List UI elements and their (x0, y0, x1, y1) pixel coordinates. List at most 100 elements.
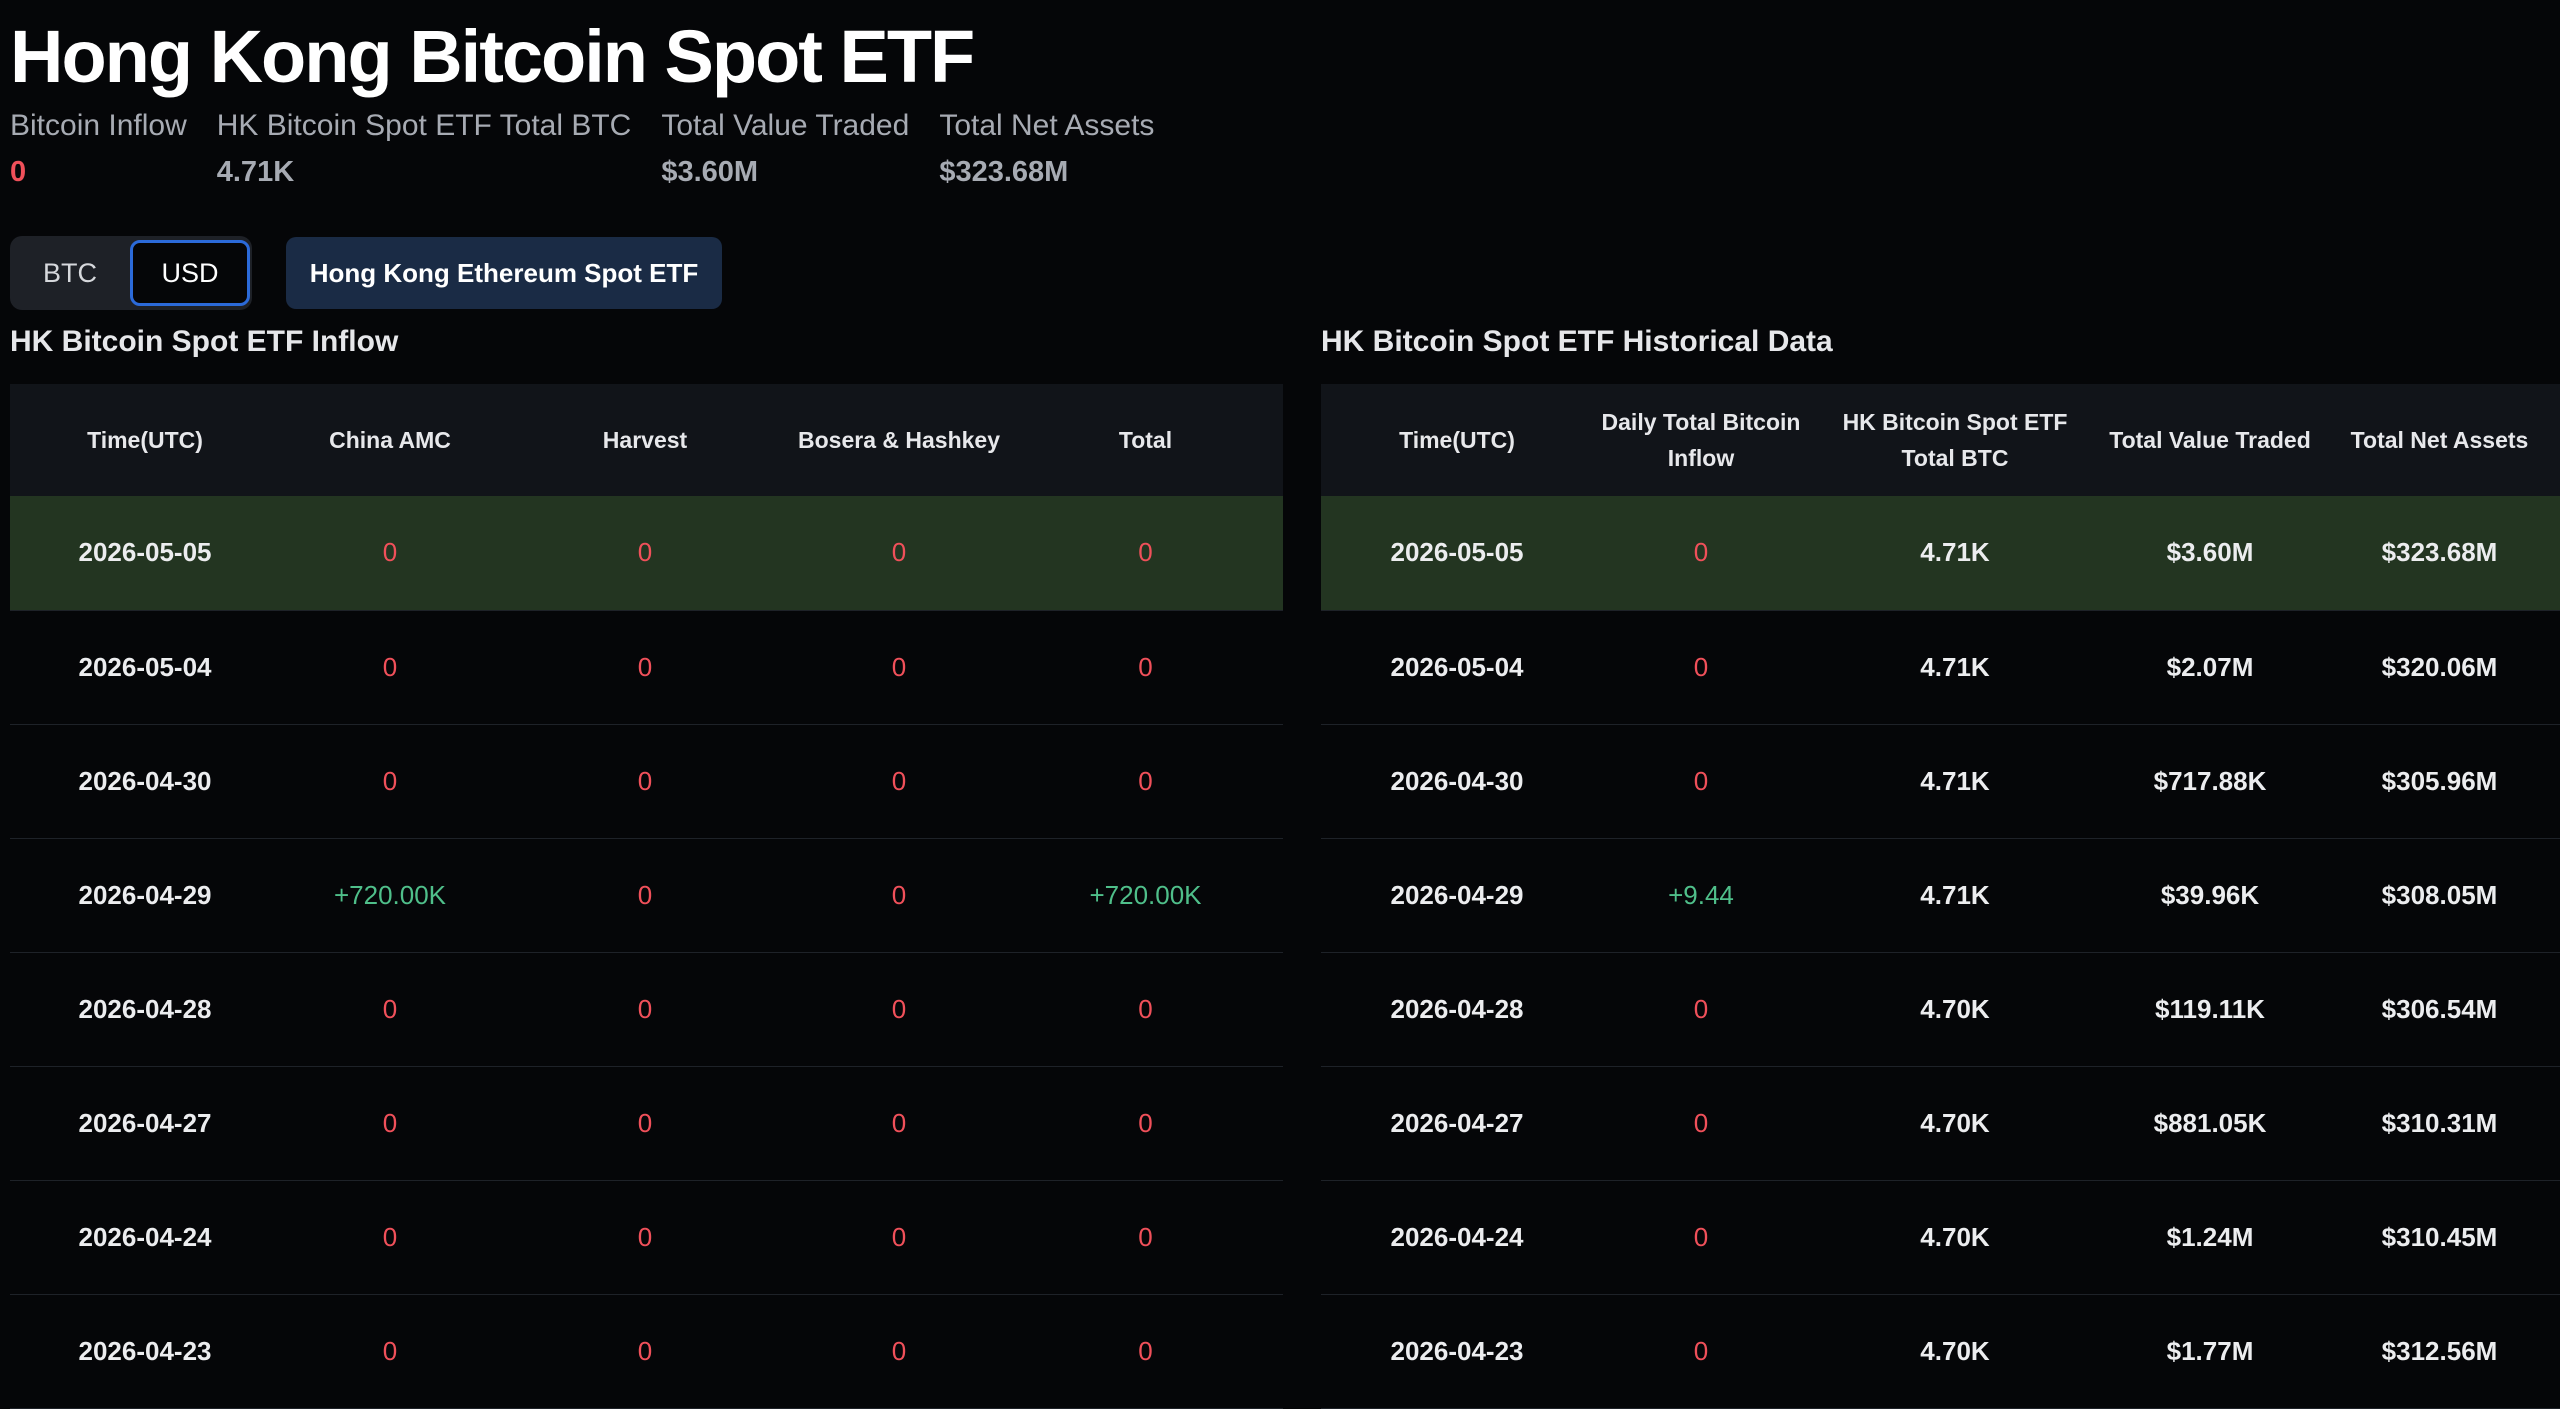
ethereum-etf-button[interactable]: Hong Kong Ethereum Spot ETF (286, 237, 722, 309)
table-header-row: Time(UTC) China AMC Harvest Bosera & Hashke… (10, 384, 1283, 496)
value-cell: 0 (637, 1335, 653, 1366)
value-cell: 0 (891, 1107, 907, 1138)
date-cell: 2026-04-24 (1390, 1221, 1524, 1252)
value-cell: 0 (1693, 537, 1709, 568)
value-cell: +720.00K (1089, 879, 1202, 910)
value-cell: 0 (891, 1335, 907, 1366)
value-cell: 0 (891, 1221, 907, 1252)
table-row[interactable]: 2026-04-28 0 0 0 0 (10, 952, 1283, 1066)
unit-toggle: BTC USD (10, 236, 252, 310)
value-cell: 0 (891, 537, 907, 568)
value-cell: +9.44 (1668, 879, 1734, 910)
column-header: Total (1118, 427, 1173, 453)
value-cell: 0 (1693, 1107, 1709, 1138)
value-cell: $39.96K (2160, 879, 2260, 910)
value-cell: 0 (637, 1221, 653, 1252)
date-cell: 2026-05-05 (1390, 537, 1524, 568)
value-cell: 4.71K (1920, 537, 1990, 568)
table-row[interactable]: 2026-05-05 0 4.71K $3.60M $323.68M (1321, 496, 2560, 610)
value-cell: 4.70K (1920, 1221, 1990, 1252)
table-row[interactable]: 2026-05-05 0 0 0 0 (10, 496, 1283, 610)
stat-value: $3.60M (661, 156, 759, 188)
value-cell: 0 (637, 651, 653, 682)
value-cell: 0 (1138, 1335, 1153, 1366)
date-cell: 2026-05-04 (78, 651, 212, 682)
value-cell: $310.45M (2381, 1221, 2498, 1252)
table-row[interactable]: 2026-04-27 0 4.70K $881.05K $310.31M (1321, 1066, 2560, 1180)
stat-total-net-assets: Total Net Assets $323.68M (939, 106, 1154, 194)
inflow-table: Time(UTC) China AMC Harvest Bosera & Hashke… (10, 384, 1283, 1409)
date-cell: 2026-04-27 (78, 1107, 212, 1138)
table-row[interactable]: 2026-05-04 0 4.71K $2.07M $320.06M (1321, 610, 2560, 724)
value-cell: 0 (382, 537, 398, 568)
stat-bitcoin-inflow: Bitcoin Inflow 0 (10, 106, 187, 194)
value-cell: 0 (382, 1335, 398, 1366)
stat-label: HK Bitcoin Spot ETF Total BTC (216, 109, 632, 142)
value-cell: 0 (1693, 651, 1709, 682)
table-row[interactable]: 2026-04-27 0 0 0 0 (10, 1066, 1283, 1180)
value-cell: $308.05M (2381, 879, 2498, 910)
value-cell: +720.00K (333, 879, 447, 910)
column-header: China AMC (329, 427, 451, 453)
value-cell: $305.96M (2381, 765, 2498, 796)
date-cell: 2026-05-04 (1390, 651, 1524, 682)
value-cell: 4.70K (1920, 1107, 1990, 1138)
table-row[interactable]: 2026-04-30 0 0 0 0 (10, 724, 1283, 838)
table-row[interactable]: 2026-04-23 0 0 0 0 (10, 1294, 1283, 1408)
historical-table-container: Time(UTC) Daily Total Bitcoin Inflow HK Bi… (1321, 384, 2560, 1409)
table-row[interactable]: 2026-04-30 0 4.71K $717.88K $305.96M (1321, 724, 2560, 838)
value-cell: 4.71K (1920, 879, 1990, 910)
value-cell: 0 (891, 765, 907, 796)
value-cell: $323.68M (2381, 537, 2498, 568)
value-cell: 0 (1138, 1107, 1153, 1138)
table-row[interactable]: 2026-04-23 0 4.70K $1.77M $312.56M (1321, 1294, 2560, 1408)
stat-label: Bitcoin Inflow (10, 109, 187, 142)
column-header: Daily Total Bitcoin Inflow (1601, 409, 1801, 471)
table-row[interactable]: 2026-04-28 0 4.70K $119.11K $306.54M (1321, 952, 2560, 1066)
date-cell: 2026-04-30 (78, 765, 212, 796)
value-cell: 0 (1138, 993, 1153, 1024)
usd-toggle-button[interactable]: USD (130, 240, 250, 306)
value-cell: $2.07M (2166, 651, 2254, 682)
value-cell: 0 (637, 879, 653, 910)
date-cell: 2026-04-28 (78, 993, 212, 1024)
stat-label: Total Value Traded (661, 109, 910, 142)
column-header: Total Net Assets (2350, 427, 2529, 453)
value-cell: 0 (382, 1221, 398, 1252)
stat-label: Total Net Assets (939, 109, 1155, 142)
date-cell: 2026-04-27 (1390, 1107, 1524, 1138)
value-cell: 4.71K (1920, 765, 1990, 796)
column-header: Total Value Traded (2109, 427, 2311, 453)
table-row[interactable]: 2026-05-04 0 0 0 0 (10, 610, 1283, 724)
table-row[interactable]: 2026-04-24 0 4.70K $1.24M $310.45M (1321, 1180, 2560, 1294)
value-cell: 0 (1693, 1335, 1709, 1366)
value-cell: 0 (637, 765, 653, 796)
table-row[interactable]: 2026-04-29 +9.44 4.71K $39.96K $308.05M (1321, 838, 2560, 952)
value-cell: $1.77M (2166, 1335, 2254, 1366)
btc-toggle-button[interactable]: BTC (43, 257, 97, 288)
value-cell: 0 (382, 765, 398, 796)
value-cell: $881.05K (2153, 1107, 2267, 1138)
value-cell: 0 (637, 537, 653, 568)
value-cell: 0 (637, 993, 653, 1024)
table-row[interactable]: 2026-04-24 0 0 0 0 (10, 1180, 1283, 1294)
date-cell: 2026-04-29 (1390, 879, 1524, 910)
stat-total-value-traded: Total Value Traded $3.60M (661, 106, 909, 194)
value-cell: 0 (1693, 765, 1709, 796)
date-cell: 2026-04-28 (1390, 993, 1524, 1024)
stat-value: 0 (10, 156, 27, 188)
value-cell: 0 (1693, 993, 1709, 1024)
value-cell: $310.31M (2381, 1107, 2498, 1138)
stat-value: $323.68M (939, 156, 1069, 188)
inflow-section-title: HK Bitcoin Spot ETF Inflow (10, 325, 399, 358)
value-cell: 0 (891, 993, 907, 1024)
value-cell: 0 (1693, 1221, 1709, 1252)
column-header: HK Bitcoin Spot ETF Total BTC (1842, 409, 2068, 471)
table-row[interactable]: 2026-04-29 +720.00K 0 0 +720.00K (10, 838, 1283, 952)
value-cell: $717.88K (2153, 765, 2267, 796)
value-cell: 4.70K (1920, 1335, 1990, 1366)
value-cell: $312.56M (2381, 1335, 2498, 1366)
value-cell: 0 (891, 651, 907, 682)
stat-total-btc: HK Bitcoin Spot ETF Total BTC 4.71K (217, 106, 632, 194)
stats-bar: Bitcoin Inflow 0 HK Bitcoin Spot ETF Tot… (10, 106, 1184, 194)
